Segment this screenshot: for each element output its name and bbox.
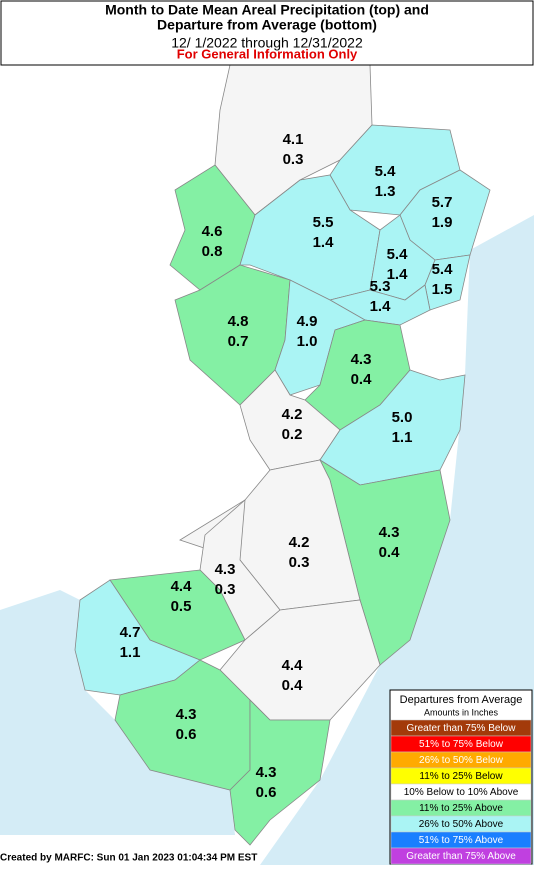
regions: 4.1 0.3 5.4 1.3 5.7 1.9 4.6 0.8 5.5 1.4 5.4 1.4 5.4 1… (74, 64, 491, 846)
precip-label: 4.9 (297, 313, 318, 330)
title: Departure from Average (bottom) (157, 17, 377, 33)
departure-label: 0.2 (282, 426, 303, 443)
departure-label: 0.6 (256, 784, 277, 801)
precip-label: 4.4 (171, 578, 193, 595)
region (229, 699, 331, 846)
legend-label: 51% to 75% Below (419, 739, 504, 750)
departure-label: 0.5 (171, 598, 192, 615)
precip-label: 4.3 (379, 524, 400, 541)
legend: Departures from Average Amounts in Inche… (389, 689, 533, 865)
legend-title: Departures from Average (400, 694, 523, 706)
precip-label: 5.0 (392, 409, 413, 426)
date-range: 12/ 1/2022 through 12/31/2022 (171, 35, 363, 51)
legend-label: 51% to 75% Above (419, 835, 504, 846)
title: Month to Date Mean Areal Precipitation (… (105, 2, 429, 18)
precip-label: 4.2 (282, 406, 303, 423)
precip-label: 5.5 (313, 214, 334, 231)
departure-label: 0.7 (228, 333, 249, 350)
legend-label: Greater than 75% Above (406, 851, 516, 862)
precip-label: 4.3 (256, 764, 277, 781)
legend-label: 26% to 50% Below (419, 755, 504, 766)
departure-label: 1.1 (392, 429, 413, 446)
region (424, 254, 471, 311)
precip-label: 4.3 (215, 561, 236, 578)
departure-label: 0.4 (282, 677, 304, 694)
departure-label: 1.4 (387, 266, 409, 283)
precip-label: 4.4 (282, 657, 304, 674)
departure-label: 0.4 (379, 544, 401, 561)
departure-label: 1.9 (432, 214, 453, 231)
departure-label: 0.3 (283, 151, 304, 168)
departure-label: 1.0 (297, 333, 318, 350)
legend-label: 26% to 50% Above (419, 819, 504, 830)
precip-label: 4.8 (228, 313, 249, 330)
departure-label: 0.3 (215, 581, 236, 598)
departure-label: 1.1 (120, 644, 141, 661)
legend-swatch (390, 847, 532, 865)
legend-label: 11% to 25% Above (419, 803, 503, 814)
disclaimer: For General Information Only (177, 46, 358, 61)
precip-label: 5.4 (387, 246, 409, 263)
bay (0, 590, 235, 835)
departure-label: 1.3 (375, 183, 396, 200)
precip-label: 5.4 (375, 163, 397, 180)
title-box (0, 0, 534, 66)
departure-label: 1.4 (370, 298, 392, 315)
precip-label: 5.3 (370, 278, 391, 295)
departure-label: 1.5 (432, 281, 453, 298)
precip-label: 5.4 (432, 261, 454, 278)
precip-label: 4.1 (283, 131, 304, 148)
legend-label: 10% Below to 10% Above (404, 787, 519, 798)
departure-label: 1.4 (313, 234, 335, 251)
precip-label: 4.6 (202, 223, 223, 240)
departure-label: 0.8 (202, 243, 223, 260)
legend-label: Greater than 75% Below (407, 723, 517, 734)
region (319, 369, 466, 486)
footer: Created by MARFC: Sun 01 Jan 2023 01:04:… (0, 853, 257, 864)
legend-subtitle: Amounts in Inches (424, 707, 499, 717)
departure-label: 0.3 (289, 554, 310, 571)
departure-label: 0.6 (176, 726, 197, 743)
precip-label: 5.7 (432, 194, 453, 211)
precip-label: 4.2 (289, 534, 310, 551)
precip-label: 4.7 (120, 624, 141, 641)
precip-label: 4.3 (351, 351, 372, 368)
precip-label: 4.3 (176, 706, 197, 723)
departure-label: 0.4 (351, 371, 373, 388)
legend-label: 11% to 25% Below (419, 771, 503, 782)
